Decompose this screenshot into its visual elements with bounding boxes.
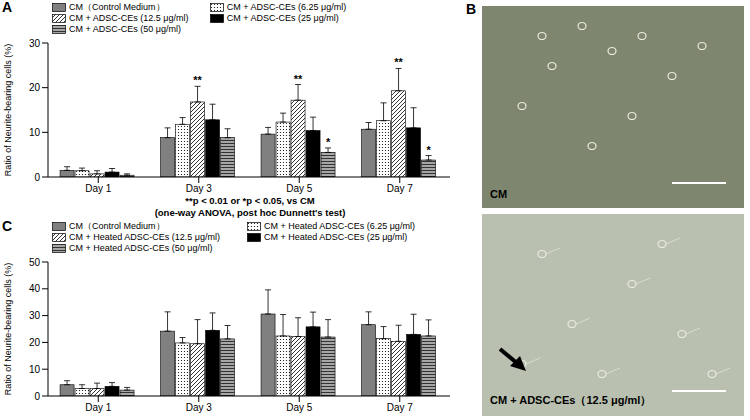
svg-text:*: * (426, 144, 431, 156)
svg-text:Day 5: Day 5 (286, 402, 313, 413)
html-text:CM（Control Medium）: CM（Control Medium） (69, 221, 165, 231)
svg-text:20: 20 (29, 337, 41, 348)
svg-text:Ratio of Neurite-bearing cells: Ratio of Neurite-bearing cells (%) (3, 263, 13, 396)
svg-text:Day 5: Day 5 (286, 183, 313, 194)
html-text:B: B (466, 1, 477, 17)
svg-text:20: 20 (29, 82, 41, 93)
svg-text:*: * (326, 136, 331, 148)
svg-text:**: ** (294, 73, 303, 85)
html-text:A: A (2, 0, 13, 15)
svg-text:Day 1: Day 1 (85, 402, 112, 413)
html-text:CM + ADSC-CEs (25 μg/ml): CM + ADSC-CEs (25 μg/ml) (226, 13, 339, 23)
svg-text:Day 7: Day 7 (387, 402, 414, 413)
svg-text:0: 0 (34, 172, 40, 183)
svg-text:30: 30 (29, 310, 41, 321)
svg-text:Day 3: Day 3 (186, 402, 213, 413)
html-text:CM + Heated ADSC-CEs (6.25 μg/: CM + Heated ADSC-CEs (6.25 μg/ml) (263, 221, 415, 231)
svg-text:30: 30 (29, 38, 41, 49)
svg-text:50: 50 (29, 257, 41, 268)
svg-text:Day 7: Day 7 (387, 183, 414, 194)
html-text:CM + ADSC-CEs (12.5 μg/ml): CM + ADSC-CEs (12.5 μg/ml) (69, 13, 189, 23)
html-text:CM + Heated ADSC-CEs (50 μg/ml: CM + Heated ADSC-CEs (50 μg/ml) (69, 243, 213, 253)
svg-text:Day 3: Day 3 (186, 183, 213, 194)
html-text:CM + ADSC-CEs (50 μg/ml): CM + ADSC-CEs (50 μg/ml) (69, 24, 181, 34)
html-text:C: C (2, 218, 13, 234)
html-text:CM + Heated ADSC-CEs (12.5 μg/: CM + Heated ADSC-CEs (12.5 μg/ml) (69, 232, 220, 242)
svg-text:40: 40 (29, 283, 41, 294)
svg-text:Ratio of Neurite-bearing cells: Ratio of Neurite-bearing cells (%) (3, 44, 13, 177)
svg-text:Day 1: Day 1 (85, 183, 112, 194)
html-text:CM: CM (490, 188, 508, 200)
html-text:CM + Heated ADSC-CEs (25 μg/ml: CM + Heated ADSC-CEs (25 μg/ml) (263, 232, 408, 242)
html-text:CM（Control Medium）: CM（Control Medium） (69, 2, 165, 12)
html-text:CM + ADSC-CEs (6.25 μg/ml): CM + ADSC-CEs (6.25 μg/ml) (226, 2, 347, 12)
svg-text:10: 10 (29, 127, 41, 138)
svg-text:**: ** (394, 56, 403, 68)
html-text:CM + ADSC-CEs（12.5 μg/ml）: CM + ADSC-CEs（12.5 μg/ml） (490, 394, 652, 406)
svg-text:**: ** (193, 74, 202, 86)
html-text:(one-way ANOVA, post hoc Dunne: (one-way ANOVA, post hoc Dunnett's test) (154, 207, 346, 218)
html-text:**p < 0.01 or *p < 0.05, vs CM: **p < 0.01 or *p < 0.05, vs CM (185, 195, 315, 206)
svg-text:10: 10 (29, 364, 41, 375)
svg-text:0: 0 (34, 391, 40, 402)
